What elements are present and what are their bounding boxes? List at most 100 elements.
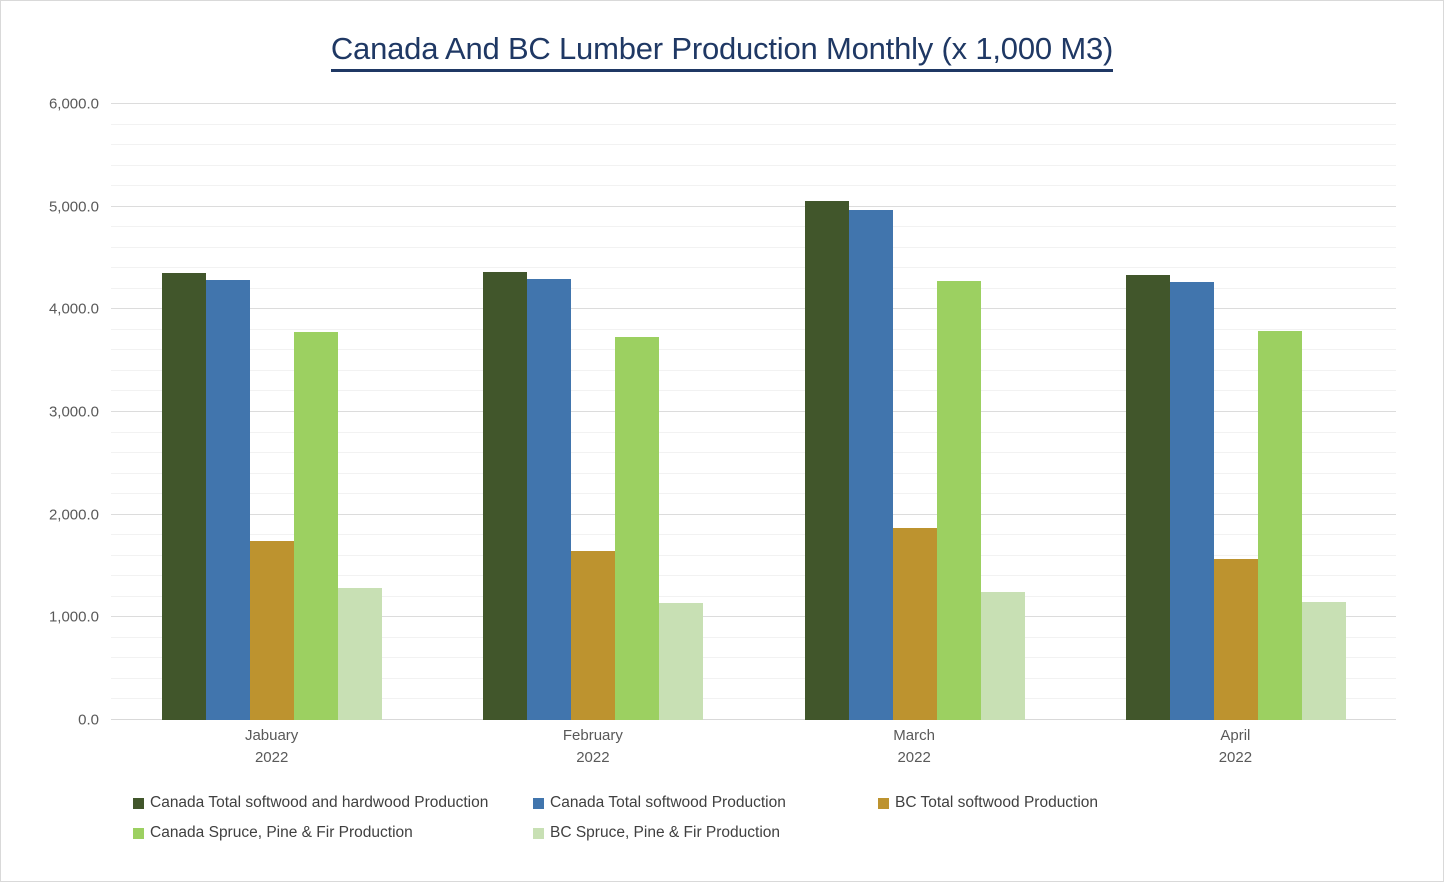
- legend-label: Canada Total softwood Production: [550, 794, 786, 811]
- legend-swatch-icon: [133, 827, 144, 839]
- gridline-minor: [111, 164, 1396, 166]
- y-axis-tick-label: 4,000.0: [48, 300, 99, 318]
- bar[interactable]: [1257, 330, 1302, 720]
- gridline-minor: [111, 575, 1396, 577]
- gridline-major: [111, 205, 1396, 207]
- gridline-minor: [111, 144, 1396, 146]
- legend-label: Canada Spruce, Pine & Fir Production: [150, 824, 413, 841]
- bar[interactable]: [659, 603, 704, 720]
- gridline-major: [111, 411, 1396, 412]
- bar-group: [432, 104, 753, 720]
- y-axis-tick-label: 0.0: [78, 711, 99, 729]
- bar[interactable]: [892, 527, 937, 720]
- legend-row: Canada Spruce, Pine & Fir Production BC S…: [133, 824, 1313, 842]
- legend-label: BC Spruce, Pine & Fir Production: [550, 824, 781, 841]
- gridline-minor: [111, 369, 1396, 371]
- bars: [162, 104, 383, 720]
- legend-swatch-icon: [533, 797, 544, 809]
- x-axis-category-label: February 2022: [432, 725, 753, 769]
- bar[interactable]: [1125, 274, 1170, 720]
- bars: [483, 104, 704, 720]
- x-axis-month: February: [562, 727, 623, 744]
- legend-item[interactable]: BC Total softwood Production: [878, 794, 1098, 812]
- gridline-major: [111, 513, 1396, 515]
- bar[interactable]: [206, 280, 251, 720]
- x-axis-year: 2022: [254, 749, 289, 766]
- legend-swatch-icon: [133, 797, 144, 809]
- x-axis-month: April: [1220, 727, 1251, 744]
- gridline-minor: [111, 657, 1396, 659]
- gridline-minor: [111, 246, 1396, 248]
- gridline-minor: [111, 267, 1396, 269]
- gridline-minor: [111, 349, 1396, 351]
- bars: [804, 104, 1025, 720]
- gridline-major: [111, 103, 1396, 104]
- gridline-minor: [111, 698, 1396, 700]
- gridline-minor: [111, 226, 1396, 228]
- gridline-minor: [111, 636, 1396, 638]
- y-axis-tick-label: 3,000.0: [48, 403, 99, 421]
- bar-group: [1075, 104, 1396, 720]
- legend-item[interactable]: Canada Spruce, Pine & Fir Production: [133, 824, 533, 842]
- gridline-minor: [111, 390, 1396, 392]
- x-axis-category-label: April 2022: [1075, 725, 1396, 769]
- bar[interactable]: [250, 540, 295, 720]
- legend-item[interactable]: Canada Total softwood and hardwood Produ…: [133, 794, 533, 812]
- x-axis-year: 2022: [1218, 749, 1253, 766]
- bar[interactable]: [936, 280, 981, 720]
- legend: Canada Total softwood and hardwood Produ…: [133, 794, 1313, 854]
- legend-swatch-icon: [533, 827, 544, 839]
- bar[interactable]: [571, 550, 616, 720]
- gridline-minor: [111, 493, 1396, 495]
- gridline-minor: [111, 554, 1396, 556]
- legend-row: Canada Total softwood and hardwood Produ…: [133, 794, 1313, 812]
- chart-title-text: Canada And BC Lumber Production Monthly …: [330, 31, 1113, 72]
- bar[interactable]: [615, 337, 660, 720]
- bar[interactable]: [1169, 282, 1214, 720]
- gridline-minor: [111, 472, 1396, 474]
- bar-group: [111, 104, 432, 720]
- legend-label: BC Total softwood Production: [895, 794, 1099, 811]
- x-axis-category-label: March 2022: [754, 725, 1075, 769]
- x-axis-month: Jabuary: [244, 727, 299, 744]
- gridline-minor: [111, 328, 1396, 330]
- gridline-minor: [111, 534, 1396, 536]
- gridline-minor: [111, 595, 1396, 597]
- bars: [1125, 104, 1346, 720]
- bar[interactable]: [1301, 602, 1346, 720]
- bar[interactable]: [338, 588, 383, 720]
- bar[interactable]: [527, 279, 572, 720]
- bar[interactable]: [294, 331, 339, 720]
- bar[interactable]: [804, 200, 849, 720]
- y-axis-tick-label: 1,000.0: [48, 608, 99, 626]
- bar-group: [754, 104, 1075, 720]
- bar[interactable]: [848, 209, 893, 720]
- y-axis-tick-label: 2,000.0: [48, 506, 99, 524]
- bar[interactable]: [483, 271, 528, 720]
- gridline-minor: [111, 123, 1396, 125]
- gridline-major: [111, 616, 1396, 618]
- x-axis-month: March: [893, 727, 935, 744]
- x-axis-year: 2022: [897, 749, 931, 766]
- legend-item[interactable]: Canada Total softwood Production: [533, 794, 878, 812]
- bar-groups: [111, 104, 1396, 720]
- y-axis-tick-label: 6,000.0: [48, 95, 99, 113]
- plot-area: [111, 103, 1396, 720]
- legend-item[interactable]: BC Spruce, Pine & Fir Production: [533, 824, 780, 842]
- x-axis-category-label: Jabuary 2022: [111, 725, 432, 769]
- gridline-minor: [111, 431, 1396, 433]
- bar[interactable]: [1213, 559, 1258, 720]
- gridline-major: [111, 719, 1396, 720]
- gridline-major: [111, 308, 1396, 310]
- y-axis-tick-label: 5,000.0: [48, 198, 99, 216]
- gridline-minor: [111, 287, 1396, 289]
- bar[interactable]: [162, 273, 207, 720]
- x-axis-year: 2022: [576, 749, 610, 766]
- chart-title: Canada And BC Lumber Production Monthly …: [1, 31, 1443, 72]
- gridline-minor: [111, 185, 1396, 187]
- legend-swatch-icon: [878, 797, 889, 809]
- gridline-minor: [111, 452, 1396, 454]
- bar[interactable]: [980, 591, 1025, 720]
- x-axis-labels: Jabuary 2022 February 2022 March 2022 April 202…: [111, 725, 1396, 769]
